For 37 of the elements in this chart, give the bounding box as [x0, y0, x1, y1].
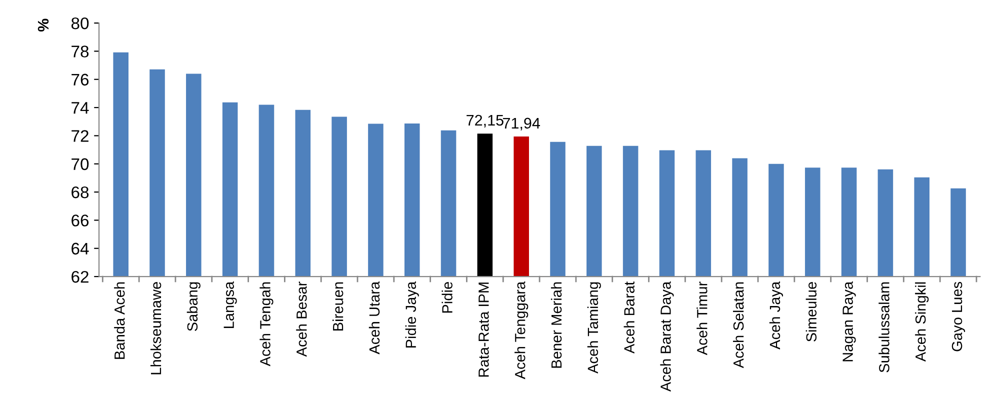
y-tick-label: 62	[72, 270, 88, 283]
x-tick-label: Gayo Lues	[952, 282, 966, 352]
y-tick-label: 80	[71, 17, 89, 30]
x-tick-label: Bireuen	[332, 282, 344, 330]
data-label: 72,15	[466, 114, 504, 128]
x-tick-label: Aceh Barat	[624, 282, 634, 354]
x-tick-label: Aceh Jaya	[769, 281, 784, 350]
y-axis-title: %	[38, 18, 49, 32]
x-tick-label: Bener Meriah	[550, 282, 562, 368]
x-tick-label: Langsa	[224, 281, 237, 328]
x-tick-label: Aceh Tamiang	[587, 282, 601, 374]
x-tick-label: Aceh Besar	[296, 282, 307, 357]
y-tick-label: 72	[72, 130, 88, 142]
y-tick-label: 66	[72, 214, 89, 226]
y-tick-label: 74	[72, 102, 89, 114]
x-tick-label: Simeulue	[806, 282, 817, 342]
x-tick-label: Pidie	[442, 282, 452, 313]
x-tick-label: Banda Aceh	[114, 282, 125, 359]
y-tick-label: 64	[72, 242, 89, 255]
x-tick-label: Aceh Tengah	[260, 282, 274, 366]
x-tick-label: Nagan Raya	[842, 281, 856, 362]
x-tick-label: Subulussalam	[878, 282, 890, 372]
x-tick-label: Pidie Jaya	[405, 281, 419, 348]
x-tick-label: Aceh Tenggara	[514, 281, 528, 380]
x-tick-label: Aceh Selatan	[733, 282, 744, 368]
y-tick-label: 68	[72, 186, 89, 198]
x-tick-label: Aceh Singkil	[915, 282, 929, 362]
x-tick-label: Rata-Rata IPM	[478, 282, 489, 377]
x-tick-label: Aceh Utara	[368, 281, 380, 354]
x-tick-label: Aceh Timur	[696, 282, 708, 356]
y-tick-label: 78	[72, 46, 89, 58]
x-tick-label: Lhokseumawe	[150, 282, 162, 374]
data-label: 71,94	[503, 118, 540, 130]
y-tick-label: 70	[72, 158, 89, 170]
y-tick-label: 76	[72, 74, 89, 86]
x-tick-label: Aceh Barat Daya	[660, 281, 674, 392]
x-tick-label: Sabang	[186, 282, 200, 332]
